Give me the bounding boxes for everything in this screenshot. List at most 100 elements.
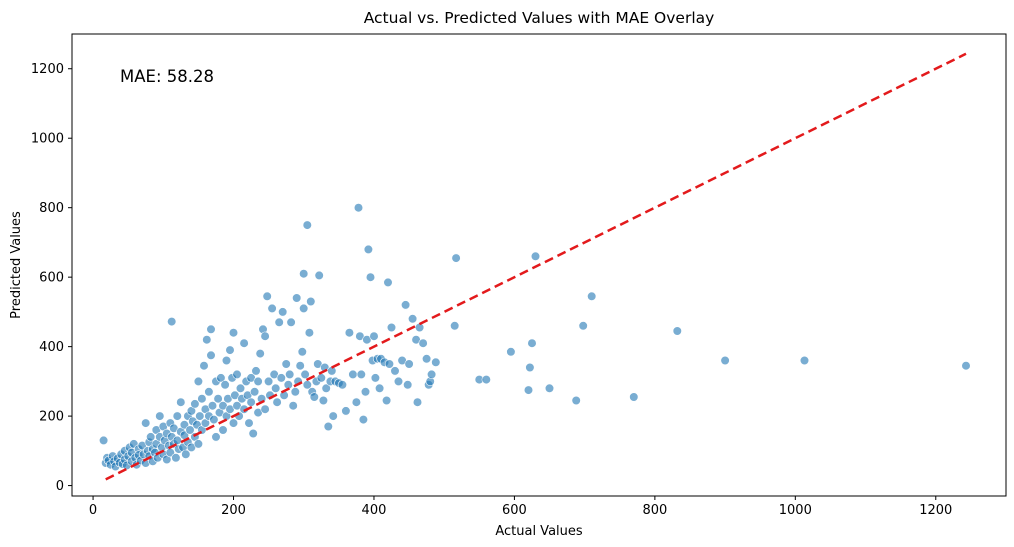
data-point xyxy=(363,244,374,254)
data-point xyxy=(207,401,218,411)
data-point xyxy=(299,303,309,314)
data-point xyxy=(206,324,216,334)
data-point xyxy=(251,366,261,376)
plot-frame xyxy=(71,33,1007,497)
data-point xyxy=(356,369,366,380)
data-point xyxy=(235,383,246,393)
data-point xyxy=(404,359,414,369)
chart-title: Actual vs. Predicted Values with MAE Ove… xyxy=(364,9,715,27)
data-point xyxy=(274,317,284,327)
data-point xyxy=(370,373,381,383)
data-point xyxy=(629,392,639,402)
data-point xyxy=(799,355,810,366)
data-point xyxy=(271,383,281,393)
data-point xyxy=(216,373,226,383)
data-point xyxy=(337,380,348,390)
data-point xyxy=(297,347,307,357)
data-point xyxy=(248,428,258,439)
data-point xyxy=(197,394,207,404)
data-point xyxy=(232,369,242,380)
x-tick-label: 600 xyxy=(502,503,527,518)
data-point xyxy=(260,404,270,414)
data-point xyxy=(288,401,298,411)
data-point xyxy=(295,361,305,371)
data-point xyxy=(304,328,315,338)
data-point xyxy=(525,362,535,373)
data-point xyxy=(285,369,295,380)
data-point xyxy=(209,415,219,425)
data-point xyxy=(244,418,254,428)
data-point xyxy=(190,399,200,409)
data-point xyxy=(272,397,282,407)
data-point xyxy=(422,354,432,364)
x-tick-label: 800 xyxy=(642,503,667,518)
data-point xyxy=(318,395,329,406)
data-point xyxy=(384,359,395,369)
data-point xyxy=(286,317,296,327)
x-axis-label: Actual Values xyxy=(495,524,583,539)
data-point xyxy=(506,347,516,357)
x-tick-label: 200 xyxy=(221,503,246,518)
data-point xyxy=(393,376,404,387)
data-point xyxy=(431,357,441,367)
data-point xyxy=(401,300,411,310)
data-point xyxy=(171,453,181,463)
data-point xyxy=(195,411,205,421)
data-point xyxy=(578,321,588,331)
data-point xyxy=(218,425,228,435)
data-point xyxy=(253,376,263,387)
data-point xyxy=(185,425,195,435)
data-point xyxy=(302,220,312,230)
data-point xyxy=(220,380,230,390)
data-point xyxy=(155,411,165,421)
data-point xyxy=(250,387,260,397)
data-point xyxy=(211,432,221,442)
data-point xyxy=(348,369,358,380)
data-point xyxy=(221,355,232,366)
data-point xyxy=(328,411,338,421)
data-point xyxy=(720,355,730,366)
data-point xyxy=(193,376,203,387)
data-point xyxy=(172,435,182,446)
x-tick-label: 400 xyxy=(362,503,387,518)
data-point xyxy=(276,373,286,383)
data-point xyxy=(292,293,302,303)
data-point xyxy=(255,349,265,359)
y-tick-label: 400 xyxy=(39,340,64,355)
data-point xyxy=(204,387,214,397)
data-point xyxy=(213,394,223,404)
data-point xyxy=(202,335,212,345)
mae-annotation: MAE: 58.28 xyxy=(120,67,214,86)
data-point xyxy=(260,331,270,341)
data-point xyxy=(365,272,376,282)
x-axis-ticks: 0 200 400 600 800 1000 1200 xyxy=(89,496,952,518)
data-point xyxy=(290,387,300,397)
data-point xyxy=(369,331,379,341)
data-point xyxy=(246,397,256,407)
data-point xyxy=(167,317,177,327)
data-point xyxy=(199,361,209,371)
data-point xyxy=(544,383,555,393)
x-tick-label: 1200 xyxy=(919,503,952,518)
data-point xyxy=(451,253,461,263)
y-tick-label: 1000 xyxy=(31,132,64,147)
y-tick-label: 0 xyxy=(56,479,64,494)
data-point xyxy=(323,421,333,432)
x-tick-label: 0 xyxy=(89,503,97,518)
data-point xyxy=(358,415,369,425)
data-point xyxy=(382,395,392,406)
data-point xyxy=(527,338,537,348)
x-tick-label: 1000 xyxy=(779,503,812,518)
data-point xyxy=(314,270,324,281)
points-layer xyxy=(98,203,971,472)
data-point xyxy=(228,418,239,428)
data-point xyxy=(179,420,189,430)
data-point xyxy=(481,375,491,385)
data-point xyxy=(353,203,364,213)
y-tick-label: 600 xyxy=(39,271,64,286)
data-point xyxy=(344,328,355,338)
data-point xyxy=(523,385,534,395)
data-point xyxy=(262,291,272,301)
data-point xyxy=(587,291,597,301)
